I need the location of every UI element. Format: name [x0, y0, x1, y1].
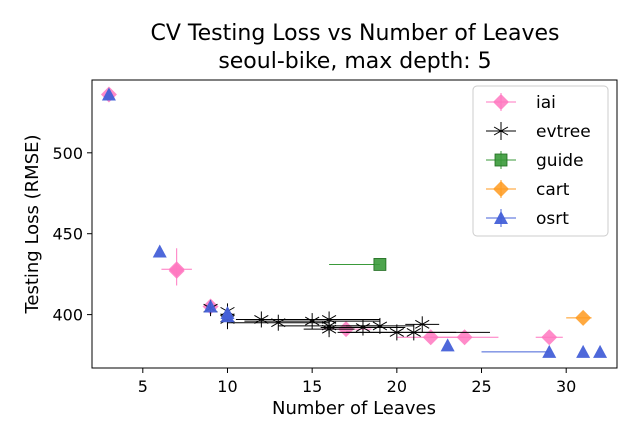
legend-entry-iai: iai [486, 93, 556, 113]
legend: iai evtree guide cart osrt [472, 85, 609, 237]
series-osrt [101, 87, 608, 358]
y-tick-label: 500 [52, 144, 83, 163]
x-tick-label: 5 [138, 377, 148, 396]
legend-marker-iai [493, 94, 509, 110]
x-tick-label: 15 [302, 377, 322, 396]
x-tick-label: 20 [387, 377, 407, 396]
y-tick-label: 400 [52, 306, 83, 325]
chart-subtitle: seoul-bike, max depth: 5 [218, 49, 491, 74]
x-tick-label: 30 [556, 377, 576, 396]
point-evtree [321, 321, 337, 338]
x-tick-label: 10 [217, 377, 237, 396]
x-tick-label: 25 [471, 377, 491, 396]
legend-label: guide [536, 151, 584, 171]
point-iai [456, 329, 473, 346]
plot-area [100, 86, 608, 358]
legend-label: iai [536, 93, 556, 113]
point-osrt [593, 344, 608, 358]
point-osrt [101, 87, 116, 101]
legend-entry-guide: guide [486, 151, 584, 171]
point-osrt [220, 309, 235, 323]
point-osrt [576, 344, 591, 358]
y-axis-label: Testing Loss (RMSE) [22, 134, 43, 314]
legend-entry-osrt: osrt [486, 209, 569, 229]
point-osrt [542, 344, 557, 358]
legend-marker-osrt [494, 211, 508, 224]
point-osrt [152, 244, 167, 258]
legend-frame [472, 85, 609, 237]
chart-title: CV Testing Loss vs Number of Leaves [151, 21, 560, 46]
point-iai [168, 262, 185, 279]
point-osrt [203, 299, 218, 313]
axis-ticks: 5 10 15 20 25 30 400 450 500 [52, 144, 576, 396]
legend-marker-evtree [493, 123, 509, 139]
point-evtree [372, 317, 388, 334]
legend-marker-guide [494, 153, 508, 167]
point-iai [541, 329, 558, 346]
legend-label: cart [536, 180, 570, 200]
point-evtree [271, 314, 286, 331]
legend-entry-evtree: evtree [486, 122, 591, 142]
point-evtree [415, 316, 430, 333]
point-guide [373, 258, 387, 271]
point-evtree [406, 324, 421, 341]
point-cart [575, 309, 592, 326]
legend-entry-cart: cart [486, 180, 570, 200]
legend-marker-cart [493, 181, 509, 197]
series-iai [100, 86, 563, 346]
legend-label: evtree [536, 122, 591, 142]
legend-label: osrt [536, 209, 569, 229]
plot-frame [91, 79, 618, 369]
series-guide [329, 258, 387, 271]
x-axis-label: Number of Leaves [272, 398, 436, 419]
point-osrt [440, 338, 455, 352]
y-tick-label: 450 [52, 225, 83, 244]
series-cart [566, 309, 592, 326]
